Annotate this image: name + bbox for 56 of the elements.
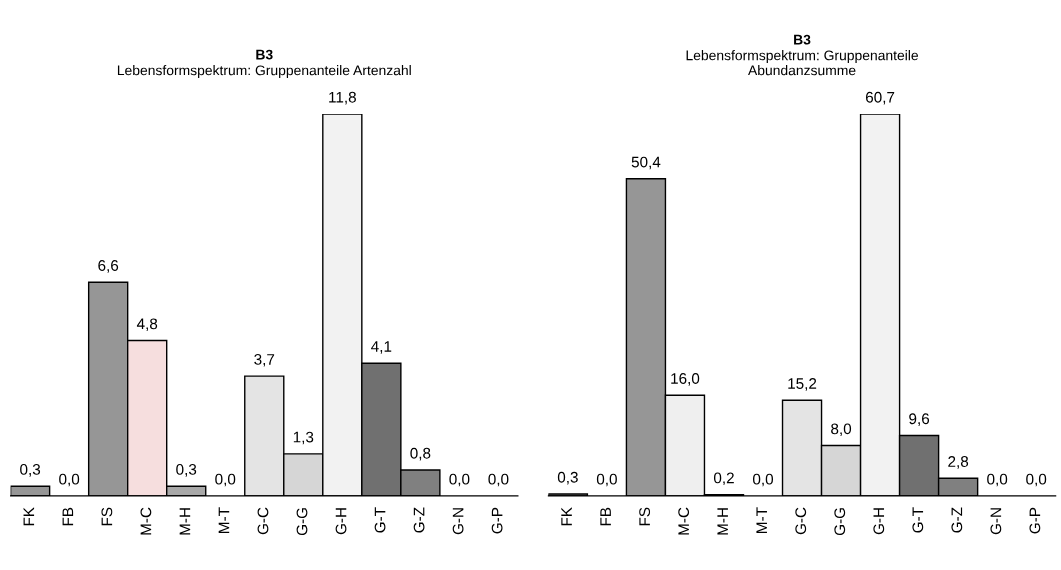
x-tick-label: FB — [62, 507, 74, 526]
data-label: 0,8 — [410, 447, 431, 461]
data-label: 0,0 — [215, 473, 236, 487]
x-tick-label: G-N — [452, 508, 464, 535]
data-label: 0,3 — [557, 471, 578, 485]
data-label: 16,0 — [671, 373, 700, 386]
data-label: 0,3 — [20, 464, 41, 477]
x-tick-label: G-Z — [951, 507, 963, 533]
x-tick-label: FK — [561, 507, 572, 526]
data-label: 0,0 — [987, 473, 1008, 487]
x-tick-label: M-H — [179, 508, 191, 535]
x-tick-label: M-T — [756, 507, 767, 533]
x-tick-label: G-N — [990, 508, 1002, 535]
chart-subtitle: Lebensformspektrum: Gruppenanteile Abundanzsumme — [686, 50, 918, 76]
x-tick-label: G-H — [873, 508, 885, 535]
data-label: 11,8 — [329, 91, 356, 105]
chart-subtitle: Lebensformspektrum: Gruppenanteile Artenzahl — [117, 65, 411, 78]
data-label: 0,0 — [596, 473, 617, 487]
x-tick-label: G-C — [795, 507, 807, 535]
x-tick-label: M-C — [140, 507, 152, 535]
x-tick-label: G-G — [834, 508, 846, 536]
data-label: 3,7 — [254, 353, 275, 367]
x-tick-label: G-C — [257, 507, 269, 535]
x-tick-label: M-T — [218, 507, 230, 533]
chart-title: B3 — [794, 34, 811, 45]
data-label: 15,2 — [788, 378, 817, 391]
x-tick-label: M-C — [678, 507, 690, 535]
x-tick-label: G-H — [335, 508, 347, 535]
x-tick-label: M-H — [717, 508, 728, 535]
data-label: 4,1 — [371, 341, 392, 354]
x-tick-label: G-T — [374, 507, 386, 533]
x-tick-label: FS — [101, 507, 113, 526]
data-label: 2,8 — [948, 456, 969, 469]
chart-title: B3 — [256, 49, 273, 60]
x-tick-label: G-G — [296, 508, 308, 536]
data-label: 0,0 — [449, 473, 470, 487]
data-label: 9,6 — [909, 413, 930, 426]
data-label: 0,0 — [59, 473, 80, 487]
x-tick-label: G-P — [491, 507, 503, 534]
x-tick-label: FB — [600, 507, 611, 526]
data-label: 6,6 — [98, 260, 119, 273]
data-label: 0,2 — [713, 472, 734, 486]
data-label: 8,0 — [831, 423, 852, 437]
data-label: 0,0 — [488, 473, 509, 487]
x-tick-label: G-Z — [413, 507, 425, 533]
data-label: 0,3 — [176, 464, 197, 477]
data-label: 0,0 — [1026, 473, 1047, 487]
data-label: 50,4 — [631, 156, 661, 170]
data-label: 1,3 — [293, 431, 314, 445]
x-tick-label: G-T — [912, 507, 924, 533]
x-tick-label: FK — [23, 507, 35, 526]
data-label: 4,8 — [136, 318, 158, 331]
x-tick-label: G-P — [1029, 507, 1041, 534]
x-tick-label: FS — [639, 507, 651, 526]
data-label: 60,7 — [865, 91, 895, 105]
data-label: 0,0 — [752, 473, 774, 487]
